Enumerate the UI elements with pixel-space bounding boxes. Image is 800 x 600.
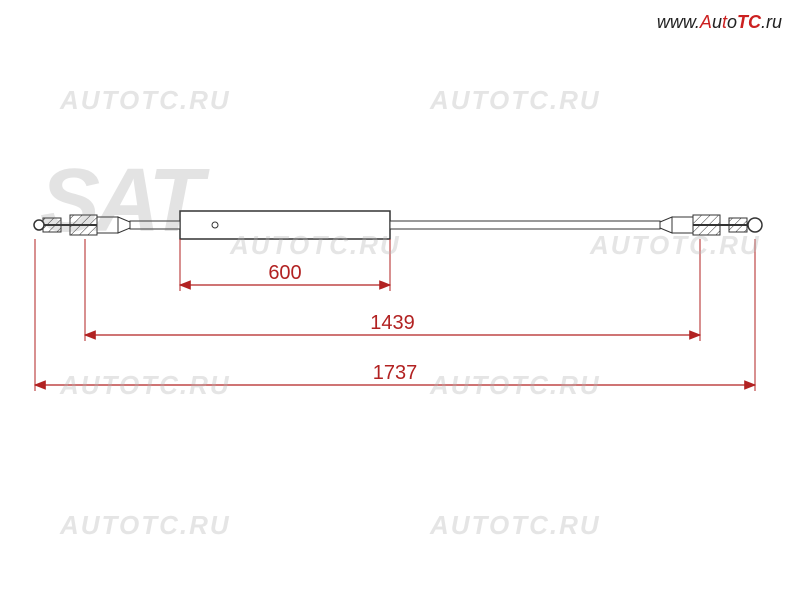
url-a: A (700, 12, 712, 32)
url-watermark: www.AutoTC.ru (657, 12, 782, 33)
svg-text:600: 600 (268, 262, 301, 284)
url-prefix: www. (657, 12, 700, 32)
url-o: o (727, 12, 737, 32)
url-u: u (712, 12, 722, 32)
svg-text:1737: 1737 (373, 362, 418, 384)
url-tc: TC (737, 12, 761, 32)
technical-drawing: 600 1439 1737 (0, 0, 800, 600)
url-suffix: .ru (761, 12, 782, 32)
svg-text:1439: 1439 (370, 312, 415, 334)
